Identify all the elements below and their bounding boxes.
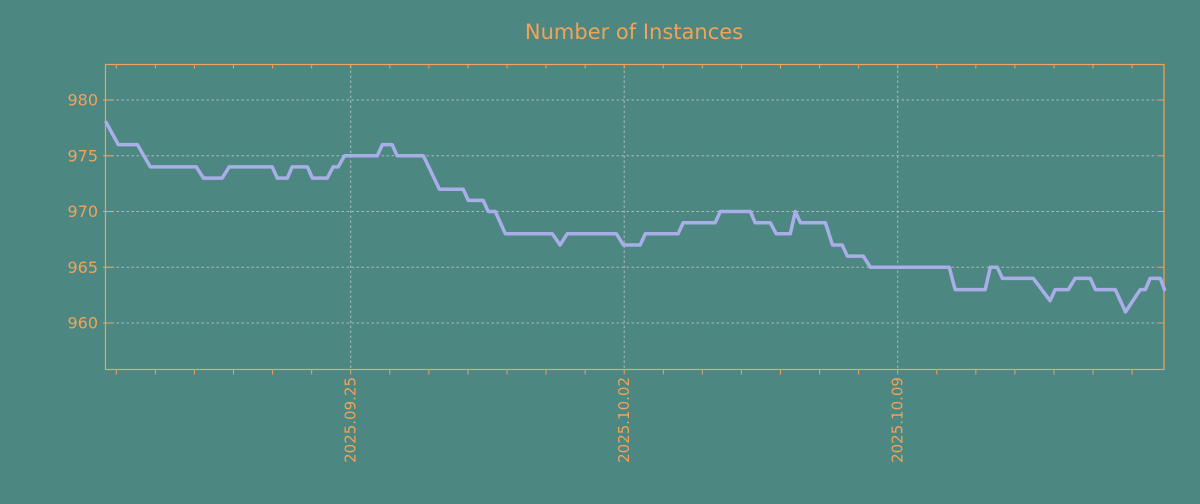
y-axis-label-975: 975 bbox=[67, 146, 98, 165]
x-axis-label-2025.10.02: 2025.10.02 bbox=[615, 377, 633, 463]
x-axis-label-2025.09.25: 2025.09.25 bbox=[342, 377, 360, 463]
plot-border bbox=[104, 63, 1165, 371]
y-axis-label-960: 960 bbox=[67, 314, 98, 333]
y-axis-label-970: 970 bbox=[67, 202, 98, 221]
instances-data-line bbox=[104, 120, 1167, 314]
y-axis-labels: 980 975 970 965 960 bbox=[67, 91, 98, 333]
x-axis-label-2025.10.09: 2025.10.09 bbox=[889, 377, 907, 463]
chart-title: Number of Instances bbox=[525, 20, 743, 44]
x-axis-labels: 2025.09.25 2025.10.02 2025.10.09 bbox=[342, 377, 907, 463]
grid-layer bbox=[106, 65, 1157, 369]
y-axis-label-965: 965 bbox=[67, 258, 98, 277]
y-axis-label-980: 980 bbox=[67, 91, 98, 110]
axis-tick-layer bbox=[103, 64, 1164, 375]
